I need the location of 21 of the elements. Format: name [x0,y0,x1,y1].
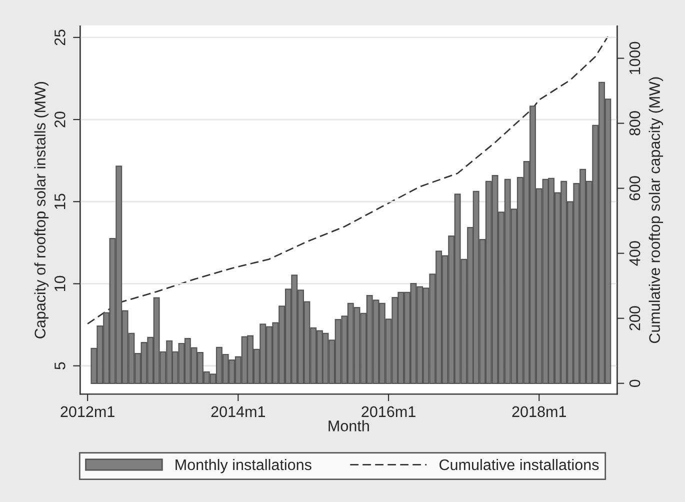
y2-tick-label: 1000 [629,42,640,74]
y-tick-label: 25 [54,30,66,46]
y-axis-title: Capacity of rooftop solar installs (MW) [34,82,49,338]
y-tick-label: 20 [54,112,66,128]
y2-tick-label: 800 [629,111,640,136]
y-tick-label: 5 [54,362,66,370]
y-tick-label: 10 [54,276,66,292]
legend-label: Monthly installations [176,458,312,474]
y2-tick-label: 600 [629,176,640,200]
x-tick-label: 2012m1 [60,406,114,418]
legend-label: Cumulative installations [440,458,599,470]
x-axis-title: Month [328,420,369,432]
x-tick-label: 2016m1 [362,406,416,418]
y2-tick-label: 0 [629,380,640,387]
line-series [86,36,609,325]
x-tick-label: 2018m1 [512,406,566,418]
y2-axis-title: Cumulative rooftop solar capacity (MW) [648,77,664,344]
y2-tick-label: 400 [629,241,640,266]
x-tick-label: 2014m1 [211,406,266,418]
y2-tick-label: 200 [629,306,640,330]
y-tick-label: 15 [54,194,66,209]
